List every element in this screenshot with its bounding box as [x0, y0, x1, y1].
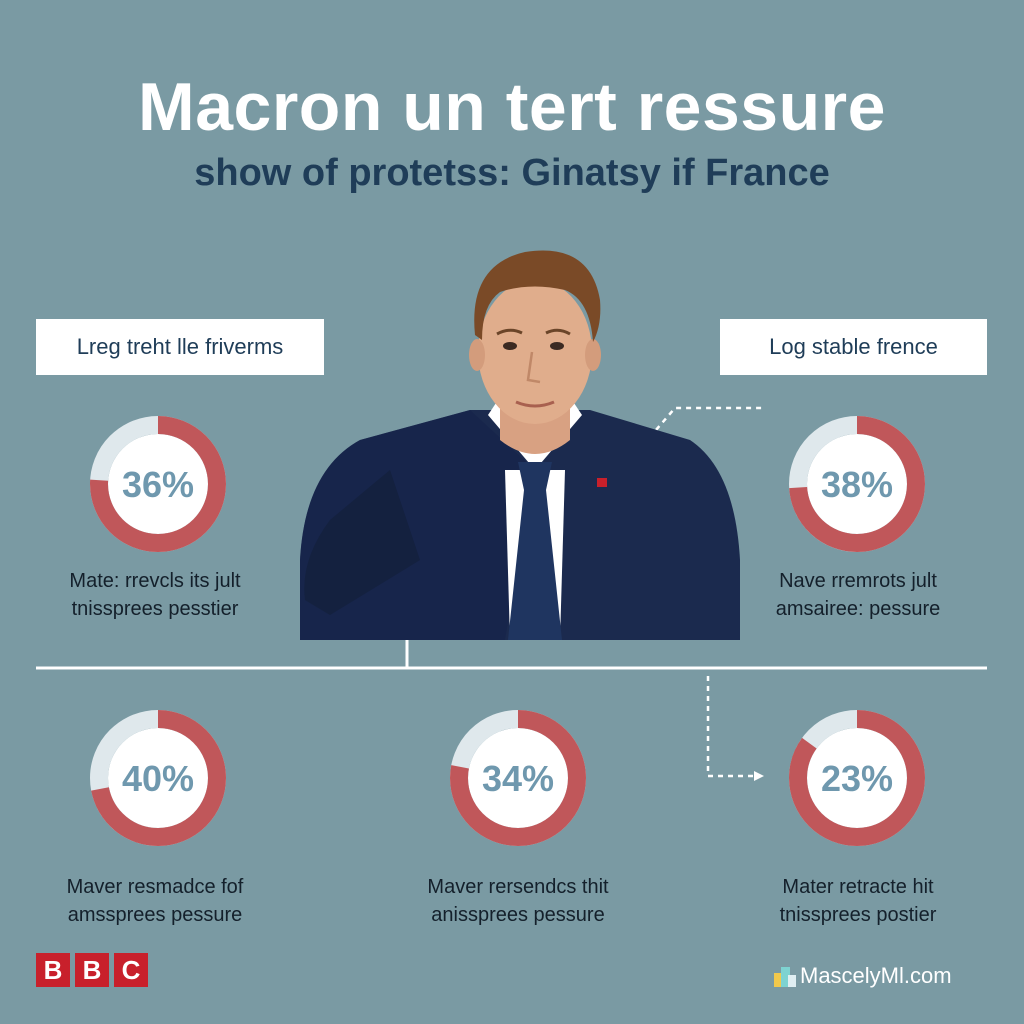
bbc-logo: B B C [36, 953, 148, 987]
donut-4: 34% [450, 710, 586, 846]
caption-line: Mater retracte hit [782, 876, 934, 898]
donut-5: 23% [789, 710, 925, 846]
donut-arc [789, 710, 925, 846]
donut-caption: Maver resmadce fof amsspree​s pessure [15, 873, 295, 929]
caption-line: amsairee: pessure [775, 598, 941, 620]
caption-line: amsspree​s pessure [67, 904, 243, 926]
logo-letter: C [114, 953, 148, 987]
donut-caption: Mater retracte hit tnisspree​s postier [718, 873, 998, 929]
caption-line: anisspree​s pessure [431, 904, 605, 926]
logo-letter: B [75, 953, 109, 987]
logo-letter: B [36, 953, 70, 987]
donut-arc [450, 710, 586, 846]
arrow-head [754, 771, 764, 781]
dashed-connector-bottom [706, 676, 758, 778]
caption-line: tnisspree​s pessti​er [71, 598, 239, 620]
label-box-right: Log stable frence [720, 319, 987, 375]
donut-value-label: 38% [821, 464, 893, 505]
donut-value-label: 40% [122, 758, 194, 799]
watermark: MascelyMl.com [774, 963, 952, 989]
donut-center [468, 728, 568, 828]
page-subtitle: show of protetss: Ginatsy if France [194, 152, 830, 194]
caption-line: tnisspree​s postier [779, 904, 937, 926]
donut-chart-group: 36% 38% 40% 34% 23% [90, 416, 925, 846]
donut-center [108, 434, 208, 534]
donut-arc [90, 416, 226, 552]
donut-center [108, 728, 208, 828]
donut-3: 40% [90, 710, 226, 846]
donut-center [807, 434, 907, 534]
caption-line: Mate: rrevcls its jult [69, 570, 241, 592]
donut-center [807, 728, 907, 828]
donut-arc [789, 416, 925, 552]
caption-line: Maver rersendcs thit [427, 876, 609, 898]
donut-caption: Mate: rrevcls its jult tnisspree​s pesst… [15, 567, 295, 623]
donut-1: 36% [90, 416, 226, 552]
watermark-text: MascelyMl.com [800, 963, 952, 988]
donut-value-label: 23% [821, 758, 893, 799]
page-title: Macron un tert ressure [138, 69, 886, 145]
caption-line: Maver resmadce fof [66, 876, 244, 898]
donut-arc [90, 710, 226, 846]
caption-line: Nave rremrots jult [779, 570, 937, 592]
label-box-left: Lreg treht lle friverms [36, 319, 324, 375]
donut-2: 38% [789, 416, 925, 552]
donut-value-label: 36% [122, 464, 194, 505]
donut-value-label: 34% [482, 758, 554, 799]
watermark-logo-icon [774, 965, 796, 987]
donut-caption: Nave rremrots jult amsairee: pessure [718, 567, 998, 623]
portrait-illustration [300, 250, 740, 640]
donut-caption: Maver rersendcs thit anisspree​s pessure [378, 873, 658, 929]
